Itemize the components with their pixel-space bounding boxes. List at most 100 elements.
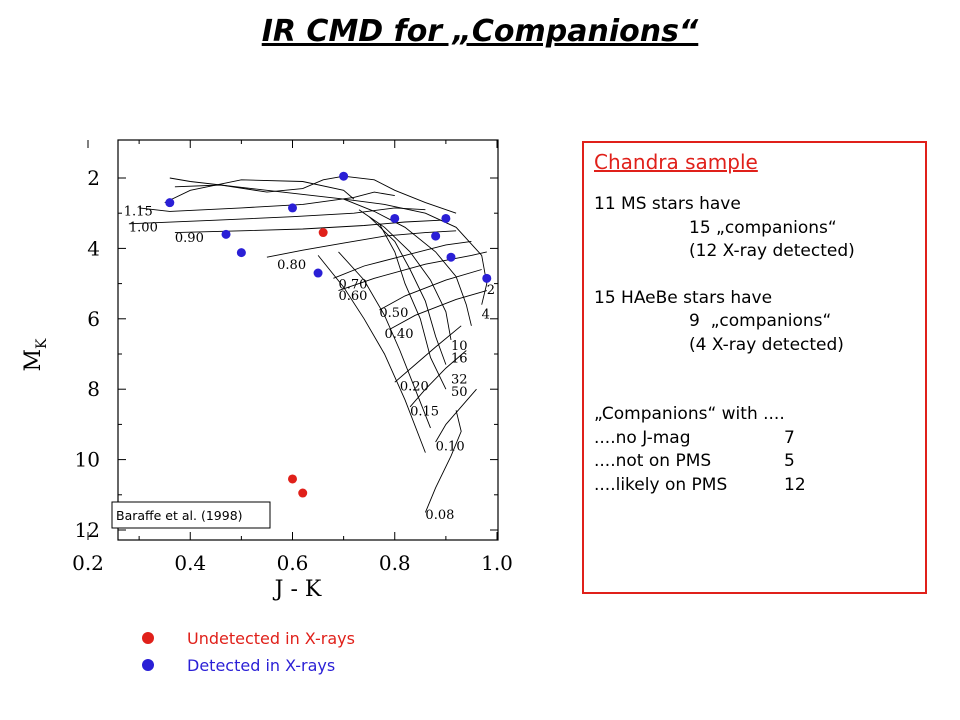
data-points [165, 171, 492, 498]
slide-title: IR CMD for „Companions“ [261, 14, 699, 49]
evolutionary-tracks [128, 175, 488, 513]
x-tick-label: 0.6 [277, 551, 309, 575]
stats-row: ....not on PMS 5 [594, 450, 915, 474]
mass-label: 1.15 [124, 204, 153, 219]
x-tick-label: 1.0 [481, 551, 513, 575]
y-tick-label: 6 [87, 307, 100, 331]
mass-label: 0.15 [410, 404, 439, 419]
ms-line: 11 MS stars have [594, 194, 741, 214]
data-point [390, 213, 400, 223]
mass-track [409, 350, 467, 408]
data-point [288, 203, 297, 213]
mass-label: 0.50 [379, 306, 408, 321]
stats-value: 7 [784, 427, 795, 448]
mass-track [164, 179, 355, 204]
mass-track [424, 410, 462, 513]
haebe-detected: (4 X-ray detected) [689, 334, 844, 355]
isochrone [338, 251, 431, 429]
isochrone [358, 209, 452, 340]
mass-label: 0.40 [385, 327, 414, 342]
stats-row: ....likely on PMS 12 [594, 474, 915, 498]
axis-ticks [87, 140, 498, 540]
age-label: 16 [451, 352, 468, 367]
track-envelope [174, 175, 457, 214]
mass-label: 0.08 [425, 508, 454, 523]
data-point [441, 213, 451, 223]
mass-label: 0.90 [175, 231, 204, 246]
mass-track [338, 251, 487, 292]
y-axis-label-sub: K [34, 338, 50, 349]
mass-track [174, 219, 441, 234]
data-point [318, 228, 328, 238]
legend-red-dot [142, 632, 154, 644]
mass-track [379, 269, 482, 311]
stats-label: ....no J-mag [594, 427, 691, 448]
legend-detected: Detected in X-rays [142, 654, 335, 676]
isochrone [379, 223, 447, 390]
mass-track [139, 191, 395, 212]
stats-row: ....no J-mag 7 [594, 427, 915, 451]
plot-frame [117, 139, 499, 541]
mass-track [266, 230, 457, 258]
x-axis-label: J - K [273, 577, 322, 602]
y-tick-label: 10 [75, 448, 100, 472]
mass-track [435, 388, 477, 443]
mass-track [128, 207, 426, 225]
mass-track [389, 290, 487, 330]
y-tick-label: 4 [87, 236, 100, 260]
haebe-companions: 9 „companions“ [689, 311, 832, 331]
data-point [298, 488, 308, 498]
isochrone [169, 177, 488, 305]
data-point [339, 171, 349, 181]
age-label: 4 [482, 308, 490, 323]
stats-value: 5 [784, 451, 795, 471]
data-point [482, 273, 492, 283]
data-point [446, 252, 456, 262]
stats-label: ....not on PMS [594, 451, 712, 471]
legend-detected-label: Detected in X-rays [187, 655, 336, 675]
mass-label: 0.10 [436, 440, 465, 455]
x-tick-label: 0.8 [379, 551, 411, 575]
companions-line: „Companions“ with .... [594, 404, 785, 424]
mass-track [333, 240, 472, 279]
data-point [221, 229, 231, 239]
model-labels: 1.15 1.00 0.90 0.80 0.700.60 0.50 0.40 0.20 0.15… [124, 204, 495, 523]
y-tick-label: 12 [75, 518, 100, 542]
mass-label: 0.70 [339, 278, 368, 293]
x-tick-label: 0.4 [174, 551, 206, 575]
tick-labels: 0.2 0.4 0.6 0.8 1.0 2 4 6 8 10 12 [72, 166, 513, 575]
y-axis-label: MK [21, 338, 50, 372]
isochrone [317, 255, 426, 453]
stats-label: ....likely on PMS [594, 474, 728, 495]
haebe-line: 15 HAeBe stars have [594, 287, 773, 308]
data-point [288, 474, 297, 484]
data-point [431, 231, 441, 241]
mass-label: 0.60 [339, 289, 368, 304]
age-label: 2 [487, 283, 495, 298]
age-label: 10 [451, 339, 468, 354]
stats-value: 12 [784, 474, 806, 495]
mass-track [394, 325, 462, 383]
legend-blue-dot [142, 659, 154, 671]
legend-undetected-label: Undetected in X-rays [187, 628, 355, 648]
isochrone [343, 198, 472, 326]
y-tick-label: 2 [87, 166, 100, 190]
citation-box: Baraffe et al. (1998) [111, 501, 271, 529]
isochrone [368, 216, 447, 365]
box-heading: Chandra sample [594, 150, 758, 174]
data-point [236, 248, 246, 258]
ms-companions: 15 „companions“ [689, 217, 837, 238]
data-point [313, 268, 323, 278]
mass-label: 0.80 [277, 258, 306, 273]
mass-label: 0.20 [400, 380, 429, 395]
legend-undetected: Undetected in X-rays [142, 627, 355, 649]
y-tick-label: 8 [87, 377, 100, 401]
citation-text: Baraffe et al. (1998) [116, 508, 243, 523]
y-axis-label-main: M [21, 349, 46, 372]
age-label: 32 [451, 373, 468, 388]
x-tick-label: 0.2 [72, 551, 104, 575]
ms-detected: (12 X-ray detected) [689, 241, 855, 261]
age-label: 50 [451, 385, 468, 400]
chandra-sample-box: Chandra sample 11 MS stars have 15 „comp… [582, 141, 927, 594]
